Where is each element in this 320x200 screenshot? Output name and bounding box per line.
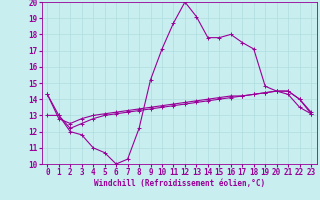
X-axis label: Windchill (Refroidissement éolien,°C): Windchill (Refroidissement éolien,°C) (94, 179, 265, 188)
